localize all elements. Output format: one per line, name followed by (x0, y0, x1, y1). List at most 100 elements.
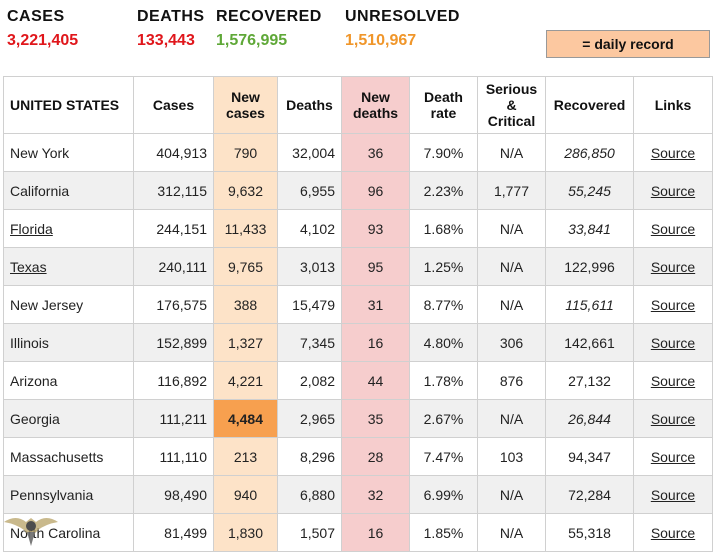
new-deaths-cell: 95 (341, 247, 410, 286)
table-row: New Jersey 176,575 388 15,479 31 8.77% N… (3, 285, 713, 324)
recovered-stat: RECOVERED 1,576,995 (216, 6, 322, 52)
cases-cell: 116,892 (133, 361, 214, 400)
deaths-cell: 2,965 (277, 399, 342, 438)
unresolved-value: 1,510,967 (345, 32, 417, 49)
recovered-cell: 94,347 (545, 437, 634, 476)
source-link[interactable]: Source (633, 171, 713, 210)
source-link[interactable]: Source (633, 399, 713, 438)
daily-record-legend: = daily record (546, 30, 710, 58)
cases-cell: 111,110 (133, 437, 214, 476)
table-row: North Carolina 81,499 1,830 1,507 16 1.8… (3, 513, 713, 552)
header-recovered[interactable]: Recovered (545, 76, 634, 134)
new-deaths-cell: 44 (341, 361, 410, 400)
source-link[interactable]: Source (633, 285, 713, 324)
deaths-value: 133,443 (137, 32, 195, 49)
recovered-cell: 115,611 (545, 285, 634, 324)
source-link[interactable]: Source (633, 133, 713, 172)
death-rate-cell: 1.25% (409, 247, 478, 286)
source-link[interactable]: Source (633, 475, 713, 514)
new-deaths-cell: 32 (341, 475, 410, 514)
recovered-value: 1,576,995 (216, 32, 288, 49)
table-row: Illinois 152,899 1,327 7,345 16 4.80% 30… (3, 323, 713, 362)
recovered-label: RECOVERED (216, 8, 322, 25)
deaths-cell: 8,296 (277, 437, 342, 476)
recovered-cell: 26,844 (545, 399, 634, 438)
source-link[interactable]: Source (633, 361, 713, 400)
header-links: Links (633, 76, 713, 134)
source-link[interactable]: Source (633, 247, 713, 286)
new-cases-record-cell: 4,484 (213, 399, 278, 438)
table-row: California 312,115 9,632 6,955 96 2.23% … (3, 171, 713, 210)
header-deaths[interactable]: Deaths (277, 76, 342, 134)
death-rate-cell: 7.90% (409, 133, 478, 172)
state-name-link[interactable]: Texas (3, 247, 134, 286)
state-name: New York (3, 133, 134, 172)
header-new-cases[interactable]: New cases (213, 76, 278, 134)
state-name-link[interactable]: Florida (3, 209, 134, 248)
deaths-label: DEATHS (137, 8, 205, 25)
header-serious-critical[interactable]: Serious & Critical (477, 76, 546, 134)
table-row: Florida 244,151 11,433 4,102 93 1.68% N/… (3, 209, 713, 248)
table-header-row: UNITED STATES Cases New cases Deaths New… (3, 76, 713, 134)
deaths-cell: 15,479 (277, 285, 342, 324)
serious-critical-cell: 876 (477, 361, 546, 400)
deaths-cell: 1,507 (277, 513, 342, 552)
header-new-deaths[interactable]: New deaths (341, 76, 410, 134)
new-deaths-cell: 36 (341, 133, 410, 172)
state-name: California (3, 171, 134, 210)
source-link[interactable]: Source (633, 437, 713, 476)
source-link[interactable]: Source (633, 323, 713, 362)
cases-cell: 111,211 (133, 399, 214, 438)
serious-critical-cell: N/A (477, 513, 546, 552)
serious-critical-cell: N/A (477, 209, 546, 248)
states-table: UNITED STATES Cases New cases Deaths New… (3, 76, 713, 552)
new-deaths-cell: 16 (341, 323, 410, 362)
recovered-cell: 55,318 (545, 513, 634, 552)
state-name: Georgia (3, 399, 134, 438)
deaths-cell: 2,082 (277, 361, 342, 400)
death-rate-cell: 1.78% (409, 361, 478, 400)
cases-cell: 240,111 (133, 247, 214, 286)
recovered-cell: 33,841 (545, 209, 634, 248)
death-rate-cell: 7.47% (409, 437, 478, 476)
deaths-cell: 32,004 (277, 133, 342, 172)
new-cases-cell: 1,830 (213, 513, 278, 552)
new-cases-cell: 1,327 (213, 323, 278, 362)
deaths-stat: DEATHS 133,443 (137, 6, 205, 52)
recovered-cell: 55,245 (545, 171, 634, 210)
deaths-cell: 6,955 (277, 171, 342, 210)
header-state[interactable]: UNITED STATES (3, 76, 134, 134)
table-row: Pennsylvania 98,490 940 6,880 32 6.99% N… (3, 475, 713, 514)
cases-cell: 312,115 (133, 171, 214, 210)
deaths-cell: 6,880 (277, 475, 342, 514)
source-link[interactable]: Source (633, 209, 713, 248)
header-death-rate[interactable]: Death rate (409, 76, 478, 134)
serious-critical-cell: N/A (477, 475, 546, 514)
state-name: Illinois (3, 323, 134, 362)
cases-value: 3,221,405 (7, 32, 79, 49)
cases-cell: 176,575 (133, 285, 214, 324)
new-deaths-cell: 28 (341, 437, 410, 476)
death-rate-cell: 2.67% (409, 399, 478, 438)
unresolved-stat: UNRESOLVED 1,510,967 (345, 6, 460, 52)
new-cases-cell: 9,765 (213, 247, 278, 286)
table-row: New York 404,913 790 32,004 36 7.90% N/A… (3, 133, 713, 172)
deaths-cell: 3,013 (277, 247, 342, 286)
recovered-cell: 286,850 (545, 133, 634, 172)
cases-cell: 244,151 (133, 209, 214, 248)
source-link[interactable]: Source (633, 513, 713, 552)
serious-critical-cell: N/A (477, 247, 546, 286)
unresolved-label: UNRESOLVED (345, 8, 460, 25)
new-cases-cell: 940 (213, 475, 278, 514)
new-cases-cell: 790 (213, 133, 278, 172)
cases-cell: 152,899 (133, 323, 214, 362)
new-cases-cell: 213 (213, 437, 278, 476)
watermark-logo-icon (0, 508, 62, 554)
serious-critical-cell: 1,777 (477, 171, 546, 210)
header-cases[interactable]: Cases (133, 76, 214, 134)
death-rate-cell: 1.85% (409, 513, 478, 552)
death-rate-cell: 6.99% (409, 475, 478, 514)
recovered-cell: 142,661 (545, 323, 634, 362)
death-rate-cell: 4.80% (409, 323, 478, 362)
state-name: Massachusetts (3, 437, 134, 476)
